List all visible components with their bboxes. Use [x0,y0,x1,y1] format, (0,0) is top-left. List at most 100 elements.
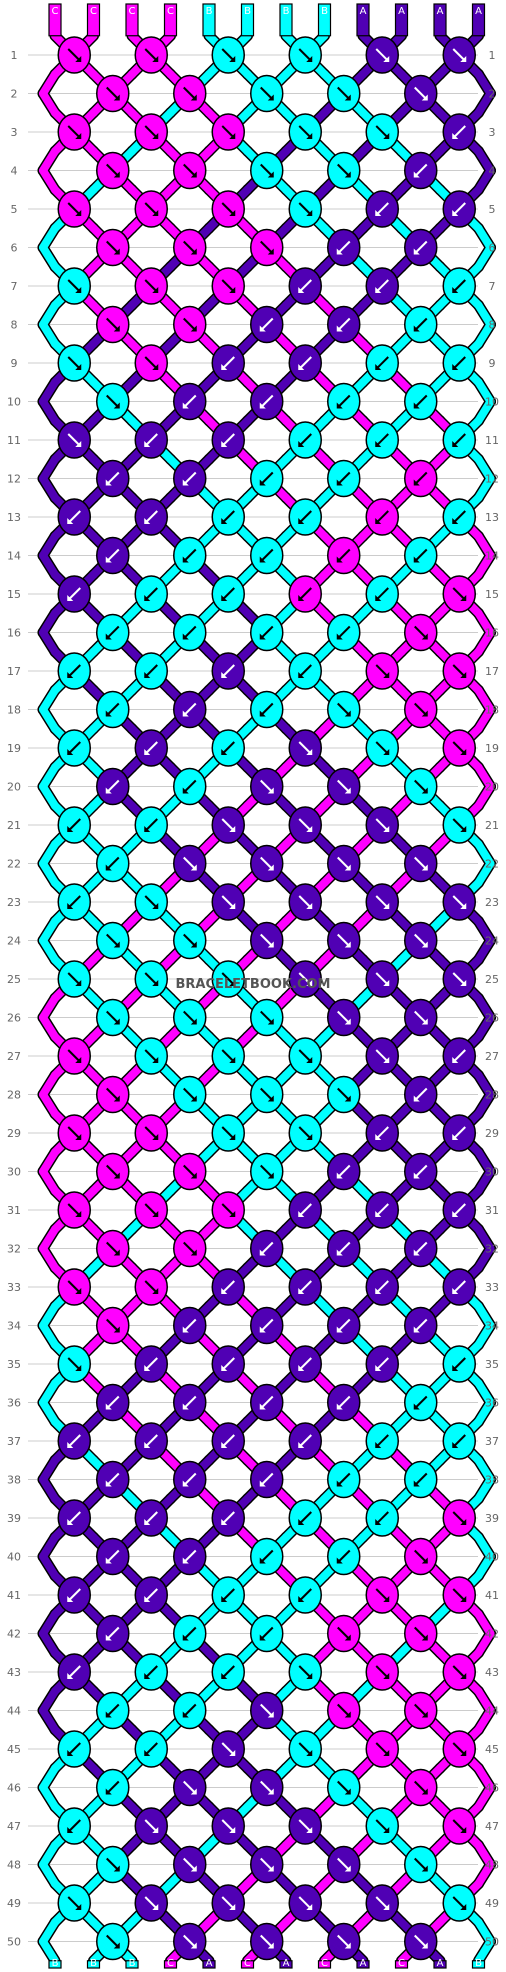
knot [57,575,91,613]
top-strand-label: C [52,6,59,17]
row-number-right: 38 [485,1474,499,1487]
knot [211,421,245,459]
knot-arrow-head-icon [452,1057,459,1063]
top-strand-label: B [244,6,251,17]
knot-arrow-head-icon [452,1134,459,1140]
bottom-strand-cap: C [317,1958,332,1969]
knot-arrow-head-icon [298,672,305,678]
knot-arrow-head-icon [460,56,467,62]
knot [173,1691,207,1730]
knot-arrow-head-icon [421,94,428,101]
knot-arrow-head-icon [182,1634,189,1641]
row-number-right: 49 [485,1897,499,1910]
knot [250,536,284,575]
row-number-left: 2 [11,88,18,101]
knot [173,1537,207,1576]
knot [288,1422,322,1460]
knot-arrow-head-icon [144,1365,151,1371]
knot [288,1037,322,1075]
knot [211,1499,245,1537]
knot-arrow-head-icon [75,210,82,216]
knot-arrow-head-icon [182,633,189,640]
row-number-left: 4 [11,165,18,178]
row-number-right: 22 [485,858,499,871]
knot [327,767,361,806]
knot-arrow-head-icon [259,402,266,409]
row-number-right: 34 [485,1320,499,1333]
knot [57,1114,91,1152]
knot-arrow-head-icon [152,1057,159,1063]
row-number-right: 3 [489,126,496,139]
top-strand-cap: A [433,3,447,37]
knot [288,36,322,74]
knot-arrow-head-icon [344,787,351,794]
knot [250,1229,284,1268]
knot-arrow-head-icon [344,1095,351,1102]
knot [404,151,438,190]
knot-arrow-head-icon [460,980,467,986]
knot [365,113,399,151]
knot [404,305,438,344]
bottom-strand-cap: A [202,1958,216,1969]
knot [327,1845,361,1884]
knot [250,1614,284,1653]
knot [250,1152,284,1191]
knot [365,960,399,998]
knot-arrow-head-icon [413,556,420,563]
knot-arrow-head-icon [460,1596,467,1602]
bottom-strand-cap: C [163,1958,178,1969]
knot-arrow-head-icon [105,710,112,717]
row-number-left: 31 [7,1204,21,1217]
knot-arrow-head-icon [460,672,467,678]
knot-arrow-head-icon [413,1326,420,1333]
knot-arrow-head-icon [336,556,343,563]
knot [365,1114,399,1152]
row-number-left: 46 [7,1782,21,1795]
knot [288,421,322,459]
strand-segment [39,1937,59,1965]
top-strand-cap: C [48,3,62,37]
knot [57,1807,91,1845]
knot-arrow-head-icon [267,248,274,255]
knot-arrow-head-icon [452,1365,459,1371]
row-number-left: 18 [7,704,21,717]
knot-arrow-head-icon [229,1904,236,1910]
knot-arrow-head-icon [67,1750,74,1756]
knot [250,1075,284,1114]
row-number-right: 31 [485,1204,499,1217]
bottom-strand-label: B [475,1958,482,1969]
knot-arrow-head-icon [229,1750,236,1756]
top-strand-cap: B [279,3,293,37]
knot [57,421,91,459]
bottom-strand-label: C [398,1958,405,1969]
bottom-strand-label: C [321,1958,328,1969]
knot-arrow-head-icon [375,210,382,216]
knot [404,536,438,575]
knot-arrow-head-icon [421,1788,428,1795]
bottom-strand-label: B [90,1958,97,1969]
strand-start [356,3,370,37]
knot-arrow-head-icon [152,364,159,370]
knot [96,1075,130,1114]
knot-arrow-head-icon [67,826,74,832]
knot [250,921,284,960]
knot-arrow-head-icon [267,864,274,871]
strand-start [48,3,62,37]
knot [442,1037,476,1075]
knot [365,1037,399,1075]
row-number-left: 28 [7,1089,21,1102]
knot-arrow-head-icon [336,1172,343,1179]
knot-arrow-head-icon [152,903,159,909]
knot-arrow-head-icon [375,1134,382,1140]
row-number-right: 10 [485,396,499,409]
knot-arrow-head-icon [267,941,274,948]
knot [404,1075,438,1114]
row-number-right: 50 [485,1936,499,1949]
row-number-right: 32 [485,1243,499,1256]
strand-end [279,1960,293,1969]
strand-start [163,3,178,37]
knot [96,228,130,267]
knot [365,652,399,690]
row-number-left: 1 [11,49,18,62]
row-number-right: 39 [485,1512,499,1525]
